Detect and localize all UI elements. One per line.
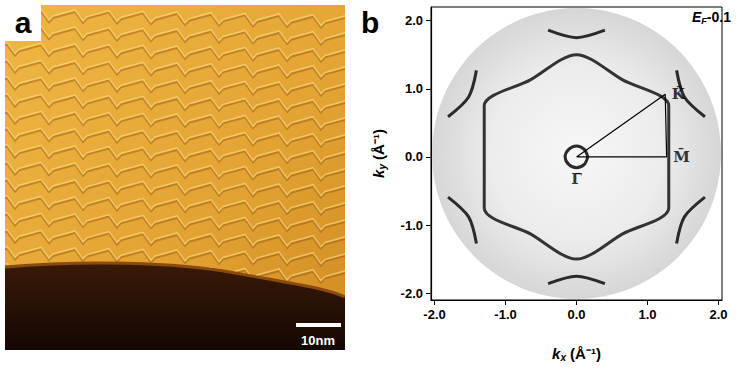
- svg-text:1.0: 1.0: [405, 81, 423, 96]
- html-text:EF: EF: [692, 9, 707, 26]
- svg-text:K̄: K̄: [672, 85, 686, 104]
- svg-text:Γ̄: Γ̄: [571, 170, 582, 188]
- svg-text:-2.0: -2.0: [401, 286, 423, 301]
- svg-text:-1.0: -1.0: [401, 218, 423, 233]
- svg-text:2.0: 2.0: [709, 307, 727, 322]
- svg-text:0.0: 0.0: [567, 307, 585, 322]
- svg-text:-1.0: -1.0: [494, 307, 516, 322]
- svg-text:10nm: 10nm: [301, 333, 335, 348]
- svg-text:b: b: [361, 6, 379, 39]
- svg-text:M̄: M̄: [673, 147, 690, 166]
- svg-text:(Å⁻¹): (Å⁻¹): [566, 345, 601, 362]
- svg-text:k: k: [369, 169, 387, 178]
- svg-text:-2.0: -2.0: [423, 307, 445, 322]
- svg-text:y: y: [376, 164, 388, 170]
- svg-text:a: a: [15, 6, 32, 39]
- html-text:kx: kx: [552, 344, 566, 363]
- svg-text:(Å⁻¹): (Å⁻¹): [370, 129, 387, 164]
- svg-text:2.0: 2.0: [405, 13, 423, 28]
- svg-text:-0.1: -0.1: [707, 9, 731, 25]
- svg-text:0.0: 0.0: [405, 149, 423, 164]
- svg-text:1.0: 1.0: [638, 307, 656, 322]
